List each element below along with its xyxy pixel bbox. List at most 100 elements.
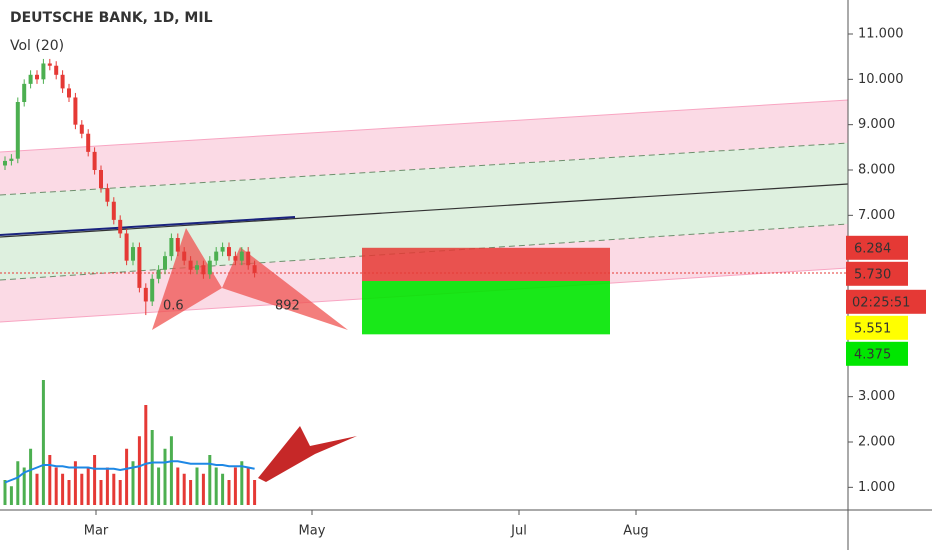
- price-label-box: [846, 341, 908, 366]
- volume-bar: [41, 380, 45, 505]
- volume-bar: [54, 467, 58, 505]
- volume-bar: [189, 480, 193, 505]
- volume-bar: [214, 467, 218, 505]
- volume-bar: [125, 448, 129, 505]
- volume-bar: [169, 436, 173, 505]
- volume-bar: [35, 473, 39, 505]
- price-label: 5.730: [854, 267, 891, 282]
- y-tick-label: 8.000: [858, 163, 895, 178]
- candle-body: [92, 151, 97, 170]
- candle-body: [60, 74, 65, 89]
- candle-body: [118, 219, 123, 234]
- volume-bar: [3, 480, 7, 505]
- candle-body: [156, 269, 161, 279]
- candle-body: [67, 88, 71, 98]
- volume-bar: [99, 480, 103, 505]
- candle-body: [41, 63, 46, 80]
- candle-body: [252, 265, 257, 273]
- volume-bar: [176, 467, 180, 505]
- volume-bar: [112, 473, 116, 505]
- candle-body: [28, 74, 33, 84]
- volume-bar: [246, 467, 250, 505]
- target-zone: [362, 281, 610, 335]
- x-tick-label: Aug: [623, 524, 648, 539]
- candle-body: [79, 124, 84, 134]
- candle-body: [175, 238, 180, 252]
- volume-bar: [93, 455, 97, 505]
- volume-bar: [233, 467, 237, 505]
- channel-middle-band: [0, 143, 848, 280]
- volume-bar: [105, 467, 109, 505]
- volume-bar: [86, 467, 90, 505]
- candle-body: [150, 278, 155, 302]
- countdown: 02:25:51: [852, 295, 910, 310]
- candle-body: [207, 260, 212, 275]
- channel-upper-band: [0, 100, 848, 195]
- y-tick-label: 2.000: [858, 435, 895, 450]
- volume-ma: [4, 460, 255, 484]
- volume-bar: [61, 473, 65, 505]
- price-label-box: [846, 261, 908, 286]
- volume-bar: [163, 448, 167, 505]
- price-label: 6.284: [854, 241, 891, 256]
- volume-bar: [131, 461, 135, 505]
- volume-bar: [22, 467, 26, 505]
- channel-center: [0, 183, 849, 238]
- volume-bar: [221, 473, 225, 505]
- y-tick-label: 11.000: [858, 27, 904, 42]
- candle-body: [195, 265, 199, 270]
- y-tick-label: 1.000: [858, 480, 895, 495]
- price-label-box: [846, 315, 908, 340]
- candle-body: [35, 74, 39, 80]
- y-tick-label: 9.000: [858, 117, 895, 132]
- candle-body: [47, 63, 52, 66]
- x-tick-label: Jul: [510, 524, 527, 539]
- volume-bar: [227, 480, 231, 505]
- volume-bar: [182, 473, 186, 505]
- candle-body: [105, 188, 110, 202]
- channel-line: [0, 99, 849, 153]
- volume-label: Vol (20): [10, 38, 64, 54]
- candle-body: [15, 102, 20, 159]
- candle-body: [182, 251, 187, 261]
- volume-bar: [48, 455, 52, 505]
- y-tick-label: 7.000: [858, 208, 895, 223]
- volume-bar: [16, 461, 20, 505]
- countdown-box: [846, 289, 926, 314]
- candle-body: [143, 287, 148, 302]
- volume-bar: [144, 405, 148, 505]
- candle-body: [111, 201, 116, 220]
- candle-body: [86, 133, 91, 152]
- volume-bar: [150, 430, 154, 505]
- chart-title: DEUTSCHE BANK, 1D, MIL: [10, 10, 213, 26]
- price-label: 4.375: [854, 347, 891, 362]
- candle-body: [99, 170, 103, 189]
- candle-body: [137, 247, 142, 288]
- y-tick-label: 10.000: [858, 72, 904, 87]
- trend-line: [0, 216, 296, 236]
- candle-body: [73, 97, 78, 125]
- channel-dashed: [0, 142, 849, 196]
- volume-bar: [9, 486, 13, 505]
- volume-bar: [118, 480, 122, 505]
- volume-bar: [208, 455, 212, 505]
- pattern-label: 0.6: [163, 299, 184, 314]
- x-tick-label: May: [299, 524, 326, 539]
- candle-body: [9, 158, 14, 161]
- y-tick-label: 3.000: [858, 389, 895, 404]
- candle-body: [188, 260, 193, 270]
- candle-body: [201, 265, 206, 275]
- candle-body: [246, 251, 251, 266]
- price-label-box: [846, 235, 908, 260]
- volume-bar: [80, 473, 84, 505]
- candle-body: [3, 160, 7, 166]
- candle-body: [22, 83, 27, 102]
- candle-body: [54, 65, 59, 75]
- volume-bar: [137, 436, 141, 505]
- price-label: 5.551: [854, 321, 891, 336]
- candle-body: [239, 251, 244, 261]
- candle-body: [124, 233, 129, 261]
- candle-body: [214, 251, 219, 261]
- candle-body: [131, 247, 135, 261]
